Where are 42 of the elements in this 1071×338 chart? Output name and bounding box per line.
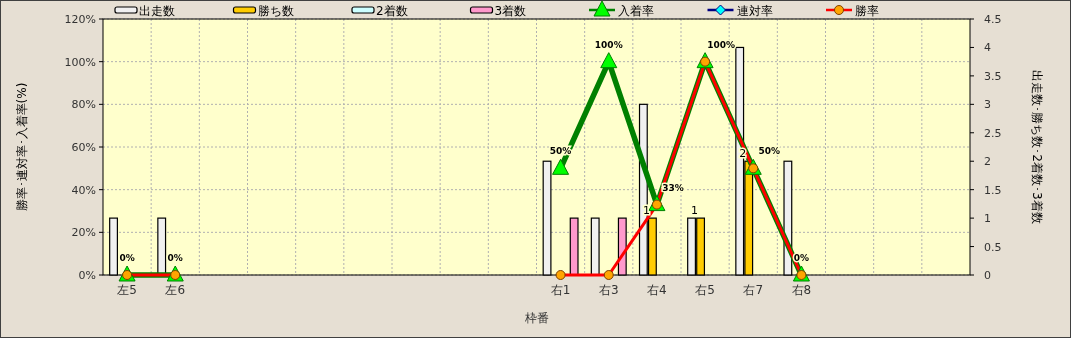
x-tick-label: 右5 [695, 283, 715, 297]
y2-tick-label: 1.5 [984, 183, 1002, 197]
legend-label: 3着数 [494, 4, 527, 18]
legend-label: 連対率 [736, 4, 773, 18]
legend-label: 勝率 [855, 4, 879, 18]
y2-tick-label: 0.5 [984, 240, 1002, 254]
data-label: 0% [167, 253, 183, 263]
y-tick-label: 60% [71, 141, 96, 154]
legend-label: 入着率 [618, 4, 654, 18]
data-label: 50% [758, 146, 781, 157]
legend-label: 出走数 [139, 4, 175, 18]
y-tick-label: 120% [64, 13, 96, 26]
data-label: 100% [594, 39, 623, 50]
x-tick-label: 左5 [117, 283, 137, 297]
y-tick-label: 20% [71, 226, 96, 240]
y2-tick-label: 4 [984, 41, 991, 55]
y2-tick-label: 1 [984, 212, 991, 226]
x-tick-label: 右1 [550, 283, 571, 297]
y-tick-label: 40% [71, 183, 96, 197]
data-label: 0% [119, 253, 135, 263]
x-tick-label: 右7 [743, 283, 764, 297]
y2-tick-label: 0 [984, 269, 991, 282]
x-tick-label: 左6 [165, 283, 186, 297]
y-tick-label: 100% [64, 55, 96, 69]
data-label: 100% [707, 39, 735, 50]
y2-axis-title: 出走数･勝ち数･2着数･3着数 [1030, 70, 1044, 224]
y2-tick-label: 2 [984, 155, 991, 169]
legend-label: 勝ち数 [257, 4, 294, 18]
y-tick-label: 80% [71, 98, 96, 112]
y-axis-title: 勝率･連対率･入着率(%) [15, 82, 29, 212]
y2-tick-label: 3 [984, 98, 991, 112]
y2-tick-label: 2.5 [984, 126, 1002, 140]
data-label: 1 [642, 204, 650, 218]
y2-tick-label: 3.5 [984, 69, 1002, 83]
x-tick-label: 右8 [791, 283, 812, 297]
x-axis-title: 枠番 [523, 311, 549, 325]
y2-tick-label: 4.5 [984, 13, 1002, 26]
legend-label: 2着数 [376, 4, 408, 18]
x-tick-label: 右4 [647, 283, 667, 297]
data-label: 1 [691, 204, 699, 218]
y-tick-label: 0% [78, 269, 96, 282]
x-tick-label: 右3 [598, 283, 619, 297]
